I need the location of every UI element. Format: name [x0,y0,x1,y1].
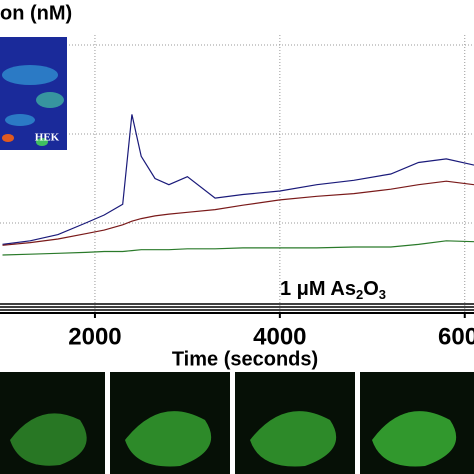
inset: HEK [0,37,67,150]
micrographs [0,372,474,474]
series-line [2,114,474,245]
cell [2,134,14,142]
cell [372,411,457,467]
cell [36,92,64,108]
series-line [2,240,474,256]
x-tick-label: 2000 [68,323,121,350]
inset-label: HEK [35,132,60,144]
annotation-text: 1 μM As [280,278,356,300]
cell [10,413,87,466]
cell [36,138,48,146]
x-tick-label: 6000 [438,323,474,350]
cell [5,114,35,126]
x-tick-label: 4000 [253,323,306,350]
series-line [2,180,474,246]
cell [250,411,337,467]
annotation-sub: 2 [356,287,363,302]
cell [2,65,58,85]
chart-title: on (nM) [0,2,72,24]
cell [125,411,212,467]
x-axis-label: Time (seconds) [172,348,318,370]
annotation: 1 μM As2O3 [280,278,386,302]
annotation-text: O [363,278,379,300]
annotation-sub: 3 [379,287,386,302]
